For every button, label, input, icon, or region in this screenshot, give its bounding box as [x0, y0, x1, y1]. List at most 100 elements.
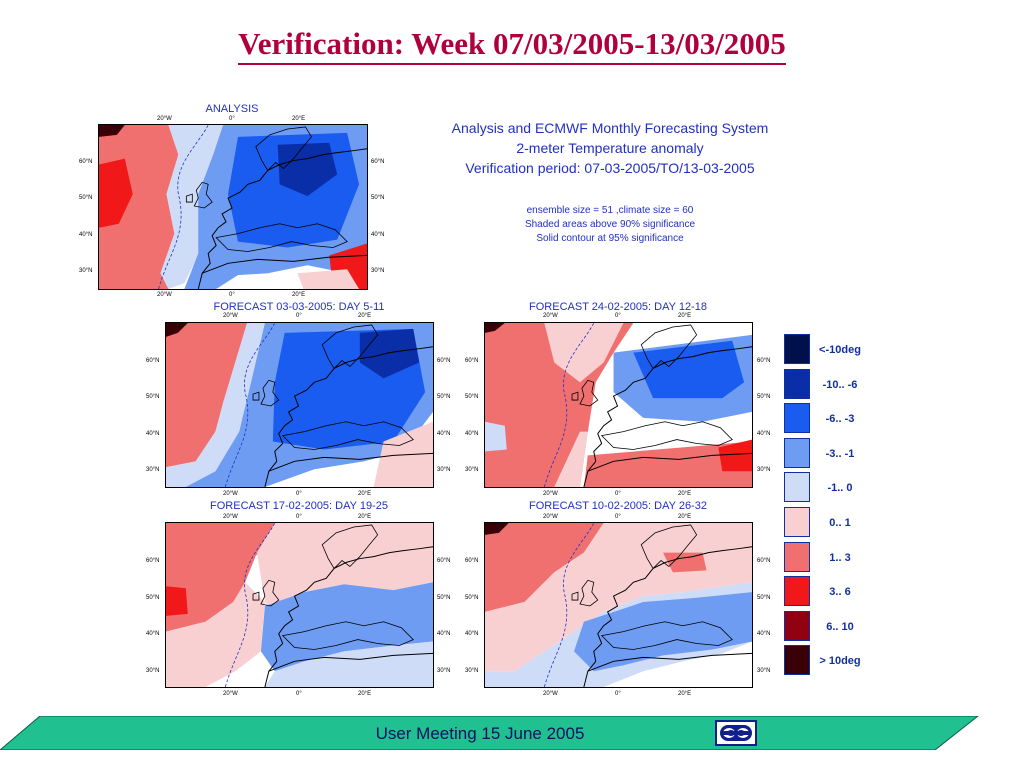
map-title-analysis: ANALYSIS: [205, 103, 259, 115]
lat-label: 40°N: [757, 431, 771, 437]
anomaly-region: [264, 641, 433, 687]
coastline: [281, 621, 414, 650]
lon-label: 20°E: [678, 691, 692, 697]
zero-contour: [224, 523, 276, 687]
coastline: [252, 379, 280, 407]
coastline: [321, 524, 379, 570]
coastline: [264, 546, 433, 687]
lat-label: 50°N: [146, 595, 160, 601]
lon-label: 20°W: [543, 691, 558, 697]
anomaly-region: [485, 421, 507, 452]
lat-label: 40°N: [437, 631, 451, 637]
zero-contour: [543, 323, 595, 487]
lat-label: 50°N: [437, 394, 451, 400]
lon-label: 20°W: [157, 116, 172, 122]
zero-contour: [224, 323, 276, 487]
coastline: [587, 652, 752, 672]
anomaly-region: [99, 158, 133, 228]
map-title-day19: FORECAST 17-02-2005: DAY 19-25: [210, 500, 388, 512]
legend-swatch: [784, 437, 810, 468]
lat-label: 30°N: [437, 668, 451, 674]
lat-label: 50°N: [757, 394, 771, 400]
map-title-day12: FORECAST 24-02-2005: DAY 12-18: [529, 301, 707, 313]
anomaly-region: [663, 552, 707, 573]
legend-label: > 10deg: [819, 655, 861, 668]
coastline: [255, 126, 312, 172]
lat-label: 40°N: [146, 631, 160, 637]
ecmwf-logo: [715, 720, 757, 746]
lat-label: 30°N: [465, 668, 479, 674]
coastline: [640, 324, 698, 370]
anomaly-region: [583, 441, 752, 487]
lat-label: 30°N: [757, 467, 771, 473]
lat-label: 50°N: [371, 195, 385, 201]
lat-label: 30°N: [146, 668, 160, 674]
legend-label: 0.. 1: [829, 516, 851, 529]
anomaly-region: [166, 323, 188, 337]
anomaly-region: [574, 592, 752, 672]
anomaly-region: [166, 323, 248, 468]
zero-contour: [543, 523, 595, 687]
map-title-day26: FORECAST 10-02-2005: DAY 26-32: [529, 500, 707, 512]
lat-label: 50°N: [79, 195, 93, 201]
info-contour: Solid contour at 95% significance: [536, 233, 684, 244]
anomaly-region: [718, 439, 752, 472]
lon-label: 0°: [615, 491, 621, 497]
info-shading: Shaded areas above 90% significance: [524, 219, 696, 230]
lat-label: 50°N: [465, 394, 479, 400]
lon-label: 20°W: [543, 514, 558, 520]
coastline: [587, 452, 752, 472]
anomaly-region: [166, 586, 188, 616]
anomaly-region: [485, 523, 604, 612]
analysis-map: [98, 124, 368, 290]
anomaly-region: [554, 431, 588, 487]
coastline: [321, 324, 379, 370]
lat-label: 30°N: [437, 467, 451, 473]
lon-label: 20°E: [678, 313, 692, 319]
coastline: [600, 421, 733, 450]
lon-label: 20°E: [358, 514, 372, 520]
legend-label: -10.. -6: [822, 378, 858, 391]
forecast-map-day12: [484, 322, 753, 488]
coastline: [197, 148, 367, 289]
info-panel: Analysis and ECMWF Monthly Forecasting S…: [420, 118, 800, 178]
lon-label: 0°: [296, 491, 302, 497]
lon-label: 0°: [229, 292, 235, 298]
lon-label: 20°W: [223, 313, 238, 319]
lon-label: 20°W: [543, 313, 558, 319]
anomaly-region: [643, 523, 752, 563]
lon-label: 20°E: [292, 116, 306, 122]
coastline: [268, 652, 433, 672]
lon-label: 20°E: [678, 514, 692, 520]
legend-swatch: [784, 645, 810, 676]
lat-label: 60°N: [437, 558, 451, 564]
coastline: [215, 223, 348, 252]
lon-label: 0°: [296, 691, 302, 697]
coastline: [640, 524, 698, 570]
lon-label: 0°: [229, 116, 235, 122]
lat-label: 60°N: [146, 558, 160, 564]
lon-label: 0°: [615, 691, 621, 697]
legend-label: 6.. 10: [826, 620, 854, 633]
forecast-map-day19: [165, 522, 434, 688]
coastline: [264, 346, 433, 487]
lat-label: 40°N: [437, 431, 451, 437]
legend-label: -6.. -3: [825, 413, 855, 426]
info-period: Verification period: 07-03-2005/TO/13-03…: [465, 160, 755, 176]
coastline: [252, 579, 280, 607]
lat-label: 60°N: [437, 358, 451, 364]
anomaly-region: [297, 269, 360, 289]
footer-text: User Meeting 15 June 2005: [375, 724, 585, 743]
legend-swatch: [784, 368, 810, 399]
legend-swatch: [784, 541, 810, 572]
anomaly-region: [544, 323, 624, 383]
lat-label: 50°N: [465, 595, 479, 601]
lat-label: 40°N: [757, 631, 771, 637]
lat-label: 30°N: [79, 268, 93, 274]
lat-label: 30°N: [371, 268, 385, 274]
anomaly-region: [359, 328, 420, 379]
anomaly-region: [485, 523, 509, 535]
anomaly-region: [485, 323, 505, 333]
lat-label: 60°N: [146, 358, 160, 364]
lon-label: 20°W: [543, 491, 558, 497]
